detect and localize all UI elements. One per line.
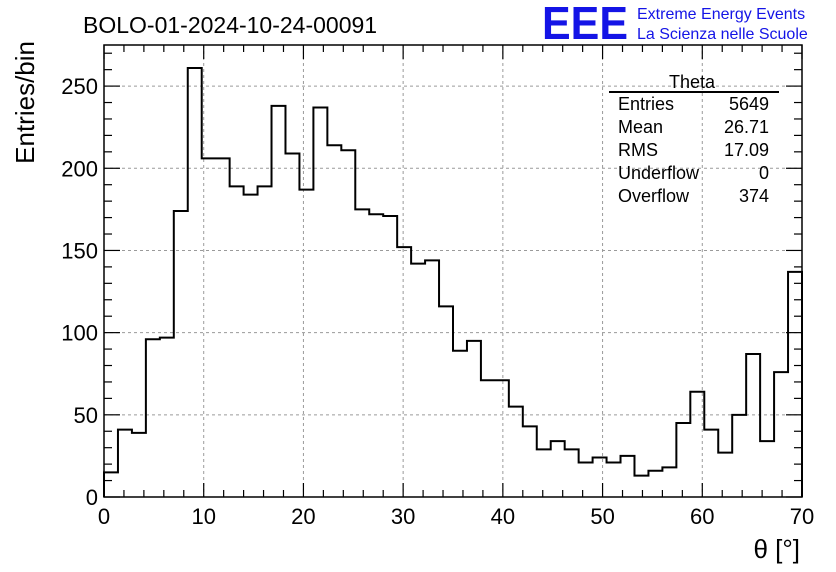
x-tick-label: 0 xyxy=(98,504,110,529)
stats-row-label: Underflow xyxy=(618,163,700,183)
stats-row-label: Entries xyxy=(618,94,674,114)
x-tick-label: 10 xyxy=(191,504,215,529)
logo-line-2: La Scienza nelle Scuole xyxy=(637,26,808,43)
y-axis-label: Entries/bin xyxy=(10,41,40,164)
x-tick-label: 50 xyxy=(590,504,614,529)
stats-box: Theta Entries 5649 Mean 26.71 RMS 17.09 Underf… xyxy=(609,72,779,206)
eee-logo: EEE Extreme Energy Events La Scienza nel… xyxy=(542,0,808,49)
stats-row-value: 17.09 xyxy=(724,140,769,160)
y-tick-label: 200 xyxy=(61,156,98,181)
stats-row-value: 374 xyxy=(739,186,769,206)
y-tick-label: 50 xyxy=(74,403,98,428)
eee-logo-mark: EEE xyxy=(542,0,628,49)
y-tick-label: 250 xyxy=(61,74,98,99)
logo-line-1: Extreme Energy Events xyxy=(637,6,805,23)
x-tick-label: 20 xyxy=(291,504,315,529)
x-tick-label: 60 xyxy=(690,504,714,529)
stats-rows: Entries 5649 Mean 26.71 RMS 17.09 Underflow 0 Ov… xyxy=(618,94,769,206)
stats-row-value: 5649 xyxy=(729,94,769,114)
stats-row-value: 26.71 xyxy=(724,117,769,137)
axis-ticks xyxy=(103,45,803,498)
histogram-outline xyxy=(103,67,803,497)
chart-title: BOLO-01-2024-10-24-00091 xyxy=(83,12,377,38)
tick-labels: 0 10 20 30 40 50 60 70 0 50 100 150 200 250 xyxy=(61,74,814,529)
y-tick-label: 0 xyxy=(86,485,98,510)
x-tick-label: 30 xyxy=(391,504,415,529)
x-tick-label: 40 xyxy=(491,504,515,529)
x-tick-label: 70 xyxy=(790,504,814,529)
stats-row-label: RMS xyxy=(618,140,658,160)
stats-row-label: Overflow xyxy=(618,186,690,206)
stats-row-value: 0 xyxy=(759,163,769,183)
plot-frame xyxy=(103,44,803,498)
stats-title: Theta xyxy=(669,72,716,92)
stats-row-label: Mean xyxy=(618,117,663,137)
grid-lines xyxy=(104,45,802,497)
y-tick-label: 150 xyxy=(61,238,98,263)
y-tick-label: 100 xyxy=(61,321,98,346)
x-axis-label: θ [°] xyxy=(753,534,800,564)
